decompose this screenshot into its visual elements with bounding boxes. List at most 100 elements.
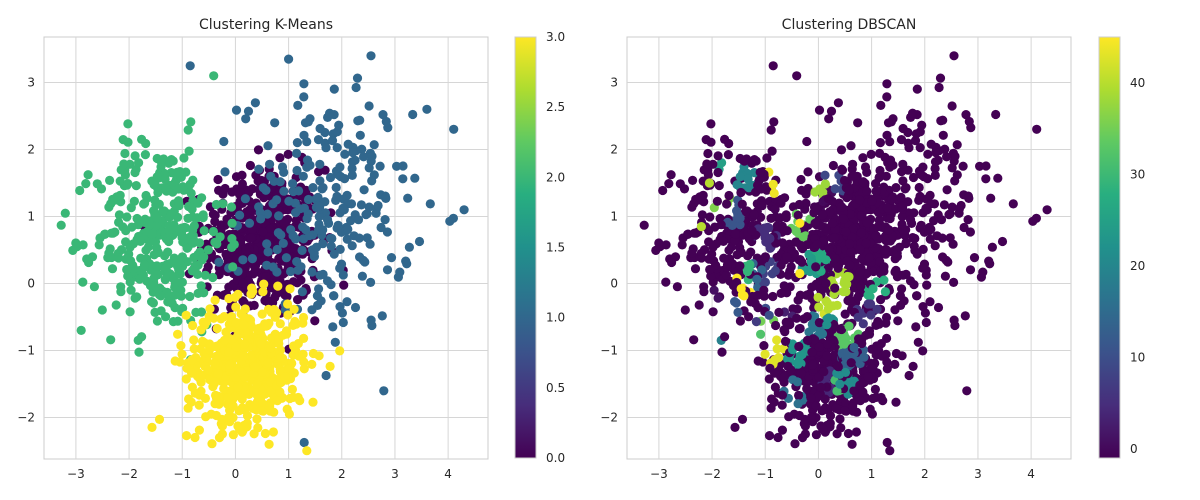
kmeans-point (292, 165, 302, 176)
dbscan-point (822, 351, 832, 361)
dbscan-point (874, 319, 884, 329)
dbscan-point (900, 184, 910, 194)
kmeans-point (238, 296, 248, 306)
dbscan-point (712, 196, 723, 206)
kmeans-point (161, 312, 171, 322)
kmeans-point (121, 226, 131, 236)
kmeans-point (81, 179, 91, 189)
kmeans-point (247, 254, 257, 264)
dbscan-point (896, 192, 906, 202)
kmeans-point (228, 262, 238, 272)
dbscan-point (724, 190, 734, 201)
kmeans-point (219, 335, 230, 345)
kmeans-panel: Clustering K-Means −3 −2 −1 0 1 2 3 4 −2 −1 0 1 2 3 0… (17, 17, 565, 481)
dbscan-point (918, 346, 928, 356)
kmeans-point (322, 276, 333, 286)
kmeans-point (250, 362, 260, 372)
kmeans-point (317, 184, 327, 194)
kmeans-point (320, 165, 330, 175)
dbscan-y-tick-label: 0 (610, 277, 618, 291)
kmeans-point (288, 179, 298, 189)
dbscan-point (728, 281, 739, 291)
dbscan-point (856, 281, 866, 291)
kmeans-point (256, 214, 266, 224)
dbscan-point (837, 164, 847, 174)
kmeans-point (376, 222, 386, 233)
dbscan-point (717, 347, 727, 357)
dbscan-point (737, 414, 748, 424)
kmeans-point (299, 357, 309, 367)
dbscan-point (904, 143, 914, 153)
kmeans-point (149, 180, 159, 190)
kmeans-point (224, 360, 235, 370)
kmeans-x-tick-label: −3 (67, 467, 85, 481)
dbscan-point (987, 242, 998, 252)
dbscan-point (823, 304, 833, 314)
dbscan-point (818, 188, 828, 198)
dbscan-point (731, 298, 742, 308)
dbscan-point (961, 110, 971, 120)
kmeans-point (198, 210, 208, 220)
kmeans-point (263, 141, 273, 151)
kmeans-point (378, 110, 388, 120)
dbscan-point (837, 324, 847, 335)
dbscan-point (811, 401, 821, 411)
dbscan-point (866, 149, 876, 159)
kmeans-point (268, 427, 278, 437)
kmeans-point (231, 318, 241, 328)
dbscan-point (993, 173, 1003, 183)
dbscan-point (845, 295, 855, 305)
dbscan-point (853, 118, 863, 128)
dbscan-point (795, 239, 805, 249)
dbscan-point (844, 321, 854, 331)
kmeans-point (301, 225, 311, 235)
dbscan-point (772, 335, 782, 345)
dbscan-point (780, 336, 791, 346)
kmeans-point (68, 245, 78, 255)
dbscan-point (776, 260, 786, 270)
kmeans-point (174, 201, 184, 211)
kmeans-point (300, 118, 311, 128)
dbscan-point (965, 265, 976, 275)
dbscan-point (793, 295, 803, 305)
kmeans-point (138, 270, 148, 280)
dbscan-point (851, 427, 862, 437)
kmeans-point (263, 358, 273, 368)
kmeans-point (152, 220, 162, 230)
dbscan-point (821, 296, 831, 306)
dbscan-point (791, 226, 802, 237)
kmeans-point (296, 262, 306, 272)
kmeans-point (84, 257, 94, 268)
dbscan-point (800, 421, 811, 431)
dbscan-point (869, 266, 879, 277)
kmeans-point (242, 411, 253, 421)
kmeans-point (243, 106, 254, 116)
dbscan-point (878, 396, 888, 406)
kmeans-point (367, 176, 377, 186)
kmeans-point (160, 174, 170, 184)
dbscan-x-tick-label: 0 (815, 467, 823, 481)
kmeans-x-tick-label: 2 (338, 467, 346, 481)
dbscan-point (793, 399, 803, 409)
kmeans-point (154, 414, 165, 424)
dbscan-point (891, 348, 902, 359)
dbscan-point (938, 115, 948, 125)
kmeans-point (205, 304, 215, 314)
kmeans-point (181, 374, 191, 384)
dbscan-point (848, 224, 858, 234)
dbscan-point (885, 446, 895, 456)
kmeans-point (184, 146, 194, 156)
kmeans-point (104, 248, 114, 258)
dbscan-point (833, 362, 843, 372)
kmeans-point (262, 295, 272, 305)
dbscan-point (771, 320, 781, 331)
kmeans-point (187, 355, 197, 365)
dbscan-point (879, 262, 889, 272)
kmeans-point (123, 119, 133, 129)
kmeans-point (183, 403, 193, 413)
dbscan-point (876, 295, 886, 305)
dbscan-point (923, 174, 933, 184)
kmeans-point (229, 239, 239, 250)
dbscan-point (759, 341, 769, 351)
dbscan-point (770, 204, 780, 214)
